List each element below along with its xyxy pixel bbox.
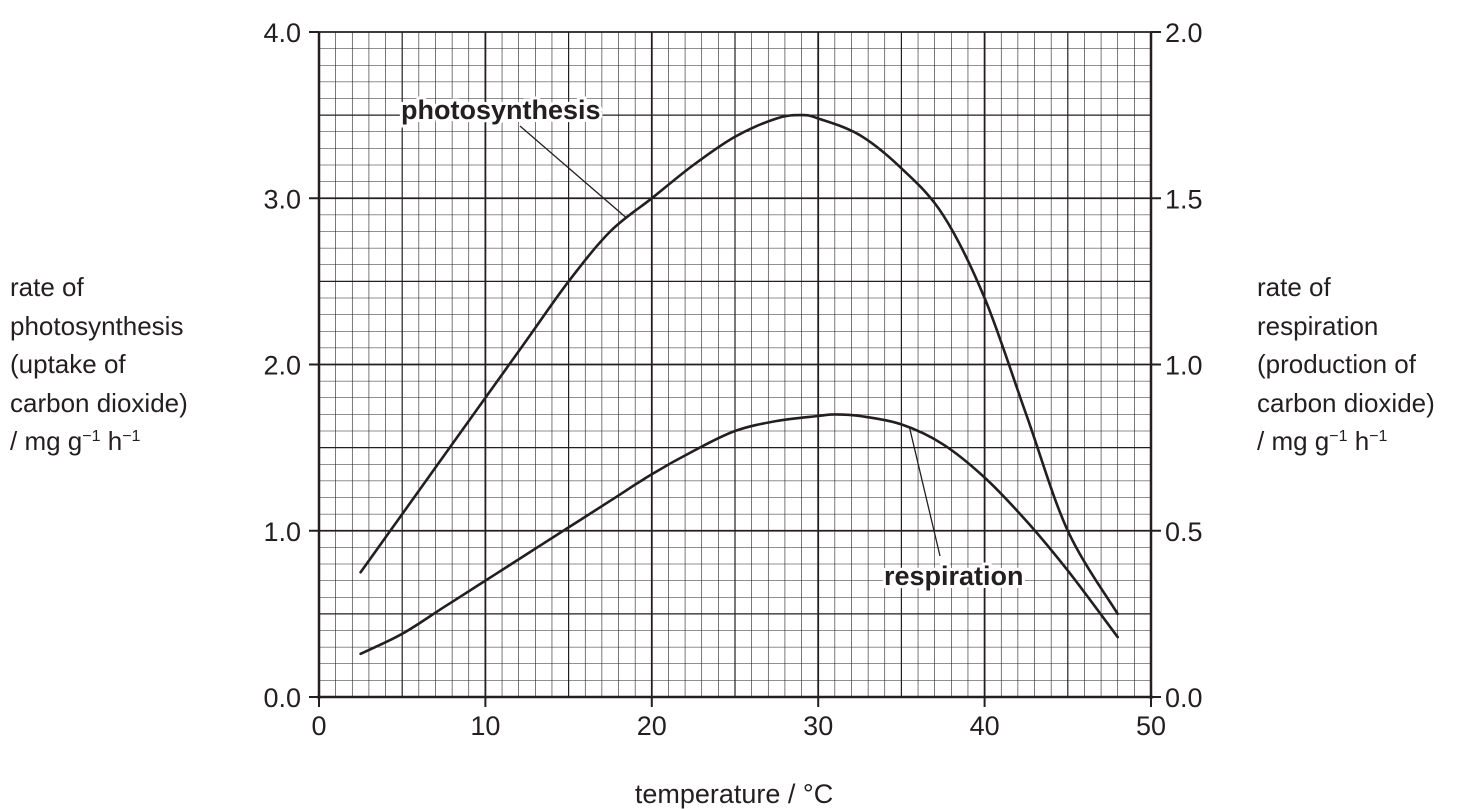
right-y-label-line-2: respiration (1257, 310, 1379, 341)
right-y-axis-label: rate of respiration (production of carbo… (1257, 268, 1435, 461)
right-y-tick-label: 1.5 (1165, 184, 1203, 214)
right-y-tick-label: 2.0 (1165, 18, 1203, 48)
right-y-label-line-1: rate of (1257, 272, 1331, 302)
right-y-tick-label: 0.5 (1165, 517, 1203, 547)
x-tick-label: 10 (470, 711, 500, 741)
left-y-unit: / mg g−1 h−1 (10, 426, 141, 456)
series-annotations: photosynthesis respiration (398, 92, 1027, 594)
x-tick-label: 40 (970, 711, 1000, 741)
right-y-label-line-4: carbon dioxide) (1257, 387, 1435, 418)
left-y-tick-label: 2.0 (263, 351, 301, 381)
left-y-tick-label: 4.0 (263, 18, 301, 48)
left-y-label-line-1: rate of (10, 272, 84, 302)
left-y-label-line-4: carbon dioxide) (10, 387, 188, 418)
left-y-tick-label: 3.0 (263, 184, 301, 214)
series-lines (359, 113, 1119, 656)
x-axis-label: temperature / °C (635, 779, 833, 809)
left-y-label-line-2: photosynthesis (10, 310, 184, 341)
series-line-respiration (359, 413, 1119, 656)
right-y-tick-label: 1.0 (1165, 351, 1203, 381)
x-tick-label: 30 (803, 711, 833, 741)
right-y-unit: / mg g−1 h−1 (1257, 426, 1388, 456)
x-tick-label: 0 (311, 711, 326, 741)
series-label-photosynthesis: photosynthesis (401, 95, 601, 125)
series-label-respiration: respiration (884, 561, 1024, 591)
series-line-photosynthesis (359, 113, 1119, 616)
leader-line-respiration (909, 428, 941, 557)
x-tick-label: 20 (637, 711, 667, 741)
x-tick-label: 50 (1136, 711, 1166, 741)
right-y-label-line-3: (production of (1257, 349, 1416, 379)
left-y-tick-label: 1.0 (263, 517, 301, 547)
left-y-tick-label: 0.0 (263, 683, 301, 713)
left-y-axis-label: rate of photosynthesis (uptake of carbon… (10, 268, 188, 461)
tick-labels: 0 10 20 30 40 500.01.02.03.04.00.00.51.01.52.… (263, 18, 1202, 741)
leader-line-photosynthesis (519, 125, 628, 219)
grid (318, 31, 1152, 698)
right-y-tick-label: 0.0 (1165, 683, 1203, 713)
axes (309, 31, 1161, 707)
left-y-label-line-3: (uptake of (10, 349, 126, 379)
